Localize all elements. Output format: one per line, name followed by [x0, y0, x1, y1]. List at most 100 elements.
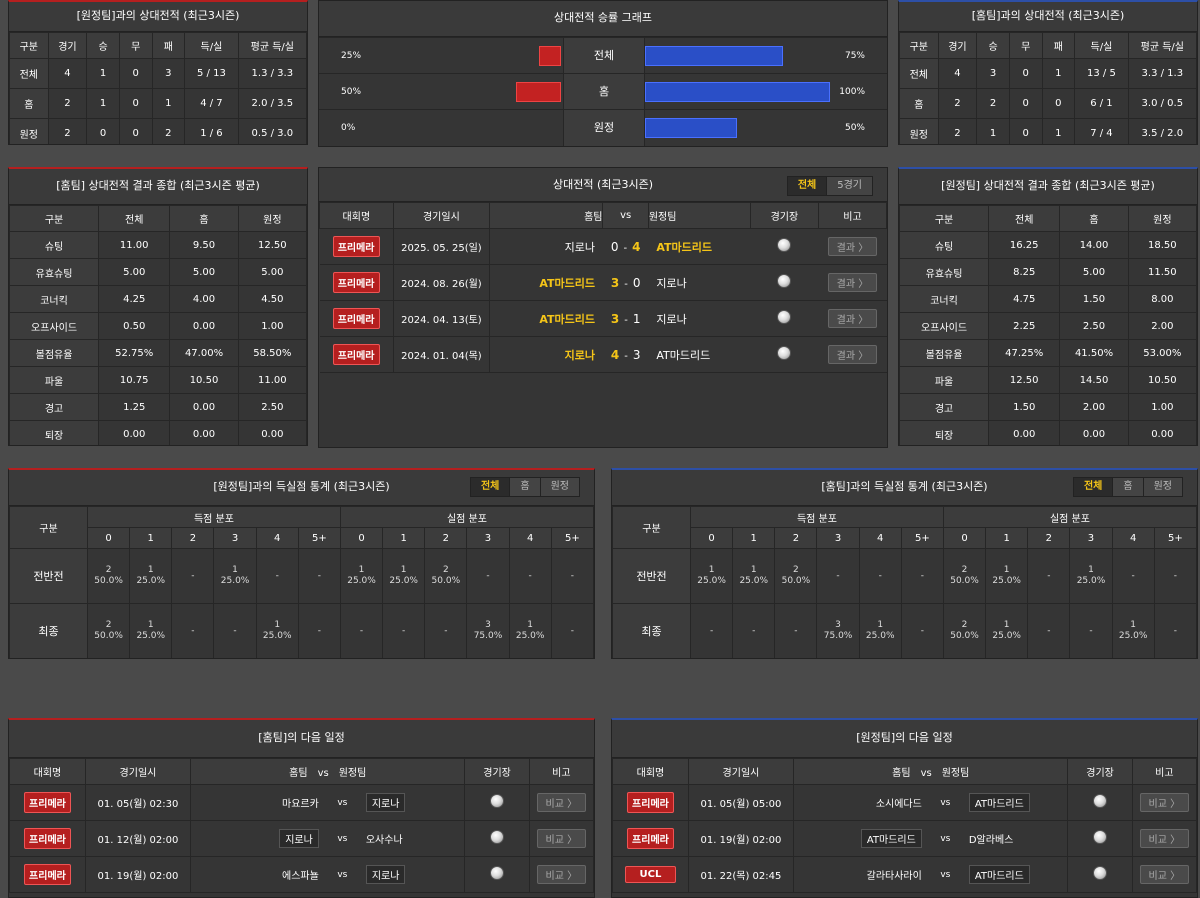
tab-5games[interactable]: 5경기: [826, 177, 872, 195]
stat-value: 0: [86, 118, 120, 144]
table-row: 볼점유율 47.25% 41.50% 53.00%: [899, 339, 1197, 367]
goal-count: 2: [442, 565, 449, 575]
league-badge[interactable]: 프리메라: [627, 828, 674, 849]
table-row: 유효슈팅 8.25 5.00 11.50: [899, 258, 1197, 286]
goals-cell: -: [171, 548, 215, 604]
stat-value: 47.00%: [169, 339, 239, 367]
goal-count: -: [528, 570, 532, 581]
away-next-title: [원정팀]의 다음 일정: [612, 720, 1197, 758]
stadium-icon[interactable]: [777, 274, 792, 288]
table-row: 원정 2 1 0 1 7 / 4 3.5 / 2.0: [899, 118, 1197, 144]
goals-cell: -: [255, 548, 299, 604]
goal-pct: 50.0%: [94, 576, 123, 586]
goal-count-header: 5+: [900, 527, 944, 549]
compare-button[interactable]: 비교 〉: [1139, 829, 1190, 848]
goal-count: -: [402, 625, 406, 636]
stat-value: 0.00: [1127, 420, 1197, 445]
tab-all[interactable]: 전체: [787, 177, 827, 195]
stadium-icon[interactable]: [1093, 866, 1108, 880]
league-badge[interactable]: 프리메라: [332, 308, 380, 329]
away-goals-tab-home[interactable]: 홈: [509, 478, 539, 496]
hdr-home: 홈팀: [892, 768, 911, 779]
result-button[interactable]: 결과 〉: [827, 309, 878, 328]
stat-value: 5.00: [169, 258, 239, 286]
goals-cell: -: [424, 603, 468, 658]
league-badge[interactable]: 프리메라: [332, 236, 380, 257]
result-button[interactable]: 결과 〉: [827, 273, 878, 292]
goals-cell: -: [1111, 548, 1155, 604]
stadium-icon[interactable]: [777, 238, 792, 252]
stadium-icon[interactable]: [1093, 794, 1108, 808]
col-header: 구분: [899, 32, 939, 59]
row-label: 전반전: [612, 548, 691, 604]
score-separator: -: [623, 242, 628, 254]
goal-count: 2: [105, 620, 112, 630]
stadium-icon[interactable]: [490, 866, 505, 880]
stat-value: 0: [1008, 88, 1043, 119]
stat-value: 4: [937, 58, 978, 89]
stadium-icon[interactable]: [490, 830, 505, 844]
home-goals-table: 구분 득점 분포 실점 분포 0 1 2 3 4 5+ 0 1 2 3 4 5+ 전반전 1 25.0% 1 25.0…: [612, 506, 1197, 658]
home-team: 마요르카: [282, 799, 319, 810]
left-bar: [516, 82, 561, 102]
league-cell: 프리메라: [9, 784, 86, 821]
col-header: 무: [118, 32, 153, 59]
compare-button[interactable]: 비교 〉: [536, 793, 587, 812]
compare-button[interactable]: 비교 〉: [536, 865, 587, 884]
table-row: 원정 2 0 0 2 1 / 6 0.5 / 3.0: [9, 118, 307, 144]
match-date: 01. 22(목) 02:45: [687, 856, 795, 893]
league-badge[interactable]: UCL: [624, 866, 677, 883]
stat-value: 1: [1041, 58, 1076, 89]
note-cell: 결과 〉: [818, 336, 887, 373]
goal-count-header: 4: [255, 527, 299, 549]
stadium-icon[interactable]: [1093, 830, 1108, 844]
stat-value: 1: [86, 58, 120, 89]
stadium-icon[interactable]: [777, 310, 792, 324]
hdr-vs: vs: [317, 768, 329, 779]
stat-value: 14.00: [1059, 231, 1129, 259]
stat-value: 10.50: [169, 366, 239, 394]
stat-value: 1: [976, 118, 1010, 144]
table-row: 퇴장 0.00 0.00 0.00: [899, 420, 1197, 445]
result-button[interactable]: 결과 〉: [827, 345, 878, 364]
goals-cell: 2 50.0%: [774, 548, 818, 604]
group-scored: 득점 분포: [690, 506, 944, 528]
match-date: 2024. 08. 26(월): [392, 264, 491, 301]
league-badge[interactable]: 프리메라: [24, 864, 71, 885]
goal-count: 3: [485, 620, 491, 630]
league-badge[interactable]: 프리메라: [332, 344, 380, 365]
away-next-panel: [원정팀]의 다음 일정 대회명 경기일시 홈팀 vs 원정팀 경기장 비고 프리메라 01. …: [611, 718, 1198, 898]
away-goals-tab-away[interactable]: 원정: [539, 478, 579, 496]
stadium-icon[interactable]: [490, 794, 505, 808]
league-badge[interactable]: 프리메라: [332, 272, 380, 293]
stat-value: 41.50%: [1059, 339, 1129, 367]
compare-button[interactable]: 비교 〉: [536, 829, 587, 848]
home-goals-tab-home[interactable]: 홈: [1112, 478, 1142, 496]
goals-cell: 1 25.0%: [129, 603, 173, 658]
row-label: 원정: [899, 118, 939, 144]
goal-count: 1: [274, 620, 281, 630]
home-goals-tab-all[interactable]: 전체: [1073, 478, 1113, 496]
home-team: AT마드리드: [860, 829, 922, 848]
stadium-icon[interactable]: [777, 346, 792, 360]
compare-button[interactable]: 비교 〉: [1139, 793, 1190, 812]
goals-cell: 1 25.0%: [213, 548, 257, 604]
away-h2h-panel: [원정팀]과의 상대전적 (최근3시즌) 구분 경기 승 무 패 득/실 평균 득/실 전체 4…: [8, 0, 308, 145]
goals-cell: 2 50.0%: [942, 603, 987, 658]
league-badge[interactable]: 프리메라: [24, 828, 71, 849]
goal-count: 1: [147, 620, 154, 630]
compare-button[interactable]: 비교 〉: [1139, 865, 1190, 884]
stat-value: 5.00: [237, 258, 307, 286]
home-goals-tab-away[interactable]: 원정: [1142, 478, 1182, 496]
away-goals-title: [원정팀]과의 득실점 통계 (최근3시즌): [213, 480, 390, 493]
league-badge[interactable]: 프리메라: [24, 792, 71, 813]
goal-count-header: 0: [689, 527, 734, 549]
home-goals-title: [홈팀]과의 득실점 통계 (최근3시즌): [821, 480, 988, 493]
schedule-row: 프리메라 01. 12(월) 02:00 지로나 vs 오사수나 비교 〉: [9, 820, 594, 857]
away-goals-tab-all[interactable]: 전체: [470, 478, 510, 496]
league-badge[interactable]: 프리메라: [627, 792, 674, 813]
result-button[interactable]: 결과 〉: [827, 237, 878, 256]
stat-value: 3.3 / 1.3: [1127, 58, 1197, 89]
goals-cell: 1 25.0%: [255, 603, 299, 658]
col-vs: vs: [602, 202, 649, 229]
